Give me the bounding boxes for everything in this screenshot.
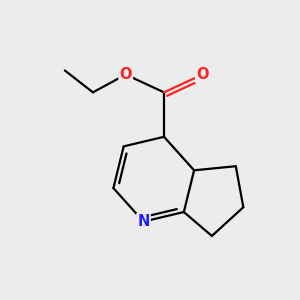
Text: O: O <box>119 67 132 82</box>
Text: N: N <box>137 214 150 229</box>
Text: O: O <box>196 67 208 82</box>
